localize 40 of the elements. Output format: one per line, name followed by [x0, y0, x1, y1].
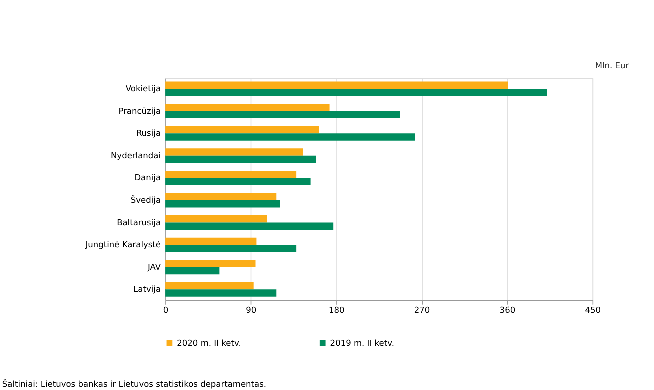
- y-tick-label: Danija: [134, 172, 162, 183]
- x-tick-label: 0: [163, 305, 169, 316]
- bar: [166, 156, 317, 164]
- bar: [166, 104, 330, 112]
- x-tick-label: 270: [414, 305, 430, 316]
- bar: [166, 88, 548, 96]
- x-axis-title: Mln. Eur: [595, 60, 630, 70]
- bar: [166, 200, 280, 208]
- y-tick-label: JAV: [146, 262, 162, 272]
- y-tick-label: Rusija: [136, 128, 162, 138]
- bar: [166, 126, 320, 134]
- y-tick-label: Vokietija: [126, 83, 162, 94]
- bar: [166, 222, 334, 230]
- y-tick-label: Latvija: [134, 284, 162, 294]
- bar: [166, 282, 254, 290]
- bar: [166, 216, 268, 223]
- legend-label: 2019 m. II ketv.: [330, 338, 394, 348]
- y-tick-label: Nyderlandai: [111, 150, 162, 160]
- bar: [166, 267, 220, 275]
- y-tick-label: Baltarusija: [117, 217, 162, 228]
- bar: [166, 134, 416, 141]
- y-tick-label: Prancūzija: [118, 106, 162, 116]
- x-tick-label: 450: [585, 305, 602, 316]
- bar: [166, 260, 256, 268]
- x-tick-label: 180: [328, 305, 345, 316]
- bar: [166, 148, 304, 156]
- bar: [166, 82, 508, 89]
- bar: [166, 193, 277, 200]
- bar: [166, 170, 297, 178]
- bar: [166, 111, 400, 119]
- bar: [166, 238, 257, 246]
- bar: [166, 178, 311, 186]
- bar: [166, 245, 297, 252]
- bar: [166, 290, 277, 297]
- x-tick-label: 90: [246, 305, 257, 316]
- y-tick-label: Jungtinė Karalystė: [84, 240, 162, 250]
- text: Šaltiniai: Lietuvos bankas ir Lietuvos statistikos departamentas.: [2, 379, 267, 390]
- legend-label: 2020 m. II ketv.: [177, 338, 242, 348]
- y-tick-label: Švedija: [130, 194, 162, 205]
- x-tick-label: 360: [500, 305, 516, 316]
